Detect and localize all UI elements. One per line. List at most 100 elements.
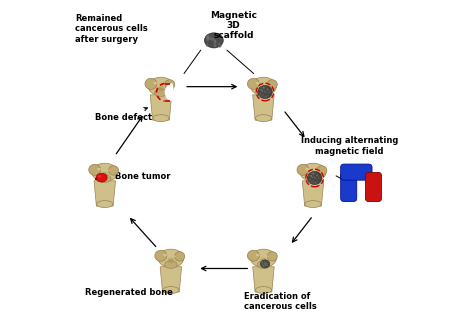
Circle shape: [263, 93, 264, 95]
Ellipse shape: [101, 172, 108, 177]
Polygon shape: [160, 267, 182, 292]
Ellipse shape: [98, 175, 101, 178]
Circle shape: [266, 88, 268, 90]
Circle shape: [207, 37, 210, 40]
Circle shape: [259, 87, 261, 89]
Ellipse shape: [204, 33, 223, 48]
Ellipse shape: [260, 258, 266, 263]
Circle shape: [265, 92, 267, 93]
Circle shape: [216, 41, 218, 43]
Circle shape: [208, 43, 210, 45]
Circle shape: [216, 40, 218, 41]
Ellipse shape: [89, 164, 100, 175]
Circle shape: [206, 39, 208, 41]
Circle shape: [261, 89, 263, 91]
Circle shape: [214, 40, 217, 42]
Ellipse shape: [316, 170, 318, 171]
Circle shape: [264, 264, 266, 266]
Ellipse shape: [251, 249, 276, 267]
Ellipse shape: [109, 166, 118, 175]
FancyBboxPatch shape: [365, 172, 382, 202]
Ellipse shape: [267, 252, 277, 261]
Circle shape: [312, 173, 314, 175]
Ellipse shape: [107, 170, 110, 171]
Circle shape: [308, 182, 310, 184]
Circle shape: [206, 39, 208, 42]
Circle shape: [311, 182, 313, 184]
Circle shape: [260, 93, 261, 94]
Circle shape: [262, 264, 263, 265]
Circle shape: [261, 261, 263, 263]
Polygon shape: [94, 181, 116, 206]
Circle shape: [312, 179, 314, 181]
Circle shape: [261, 94, 262, 96]
Circle shape: [214, 41, 216, 44]
Circle shape: [267, 95, 269, 96]
Circle shape: [214, 44, 217, 47]
Ellipse shape: [163, 287, 179, 293]
Circle shape: [213, 35, 216, 38]
Circle shape: [317, 180, 318, 182]
Circle shape: [262, 93, 264, 95]
Polygon shape: [253, 267, 274, 292]
Ellipse shape: [155, 250, 167, 261]
Circle shape: [317, 178, 318, 179]
Circle shape: [208, 39, 210, 40]
Ellipse shape: [145, 78, 157, 89]
Text: Bone tumor: Bone tumor: [95, 172, 170, 181]
Circle shape: [206, 43, 208, 45]
Circle shape: [265, 96, 267, 98]
FancyBboxPatch shape: [341, 164, 372, 180]
Ellipse shape: [297, 164, 309, 175]
Text: Magnetic
3D
scaffold: Magnetic 3D scaffold: [210, 11, 257, 41]
Ellipse shape: [266, 84, 268, 85]
Circle shape: [309, 175, 311, 177]
Ellipse shape: [257, 261, 270, 269]
Ellipse shape: [317, 166, 327, 175]
Circle shape: [263, 87, 265, 89]
Circle shape: [259, 89, 261, 91]
Circle shape: [262, 262, 263, 263]
Ellipse shape: [148, 77, 174, 96]
Text: Remained
cancerous cells
after surgery: Remained cancerous cells after surgery: [75, 14, 148, 44]
Ellipse shape: [99, 175, 111, 183]
Circle shape: [309, 181, 310, 183]
Ellipse shape: [247, 250, 259, 261]
Circle shape: [310, 180, 312, 182]
Circle shape: [315, 178, 316, 179]
Ellipse shape: [96, 173, 107, 182]
Circle shape: [264, 260, 265, 262]
Circle shape: [211, 38, 214, 41]
Circle shape: [268, 92, 270, 93]
Circle shape: [215, 34, 218, 37]
Ellipse shape: [168, 258, 174, 263]
Circle shape: [263, 86, 264, 89]
Circle shape: [313, 176, 315, 178]
Circle shape: [313, 182, 315, 184]
Wedge shape: [165, 83, 174, 102]
Circle shape: [206, 38, 208, 40]
Circle shape: [311, 175, 313, 177]
Ellipse shape: [256, 254, 260, 256]
Circle shape: [206, 35, 210, 39]
Circle shape: [310, 175, 312, 177]
Circle shape: [206, 43, 209, 46]
Circle shape: [267, 92, 269, 93]
Circle shape: [262, 95, 263, 96]
Circle shape: [218, 44, 221, 47]
Circle shape: [260, 93, 262, 95]
Ellipse shape: [158, 86, 164, 91]
Circle shape: [263, 266, 265, 268]
Ellipse shape: [257, 89, 270, 97]
Ellipse shape: [155, 89, 167, 97]
Ellipse shape: [153, 115, 169, 122]
Ellipse shape: [165, 80, 175, 89]
Circle shape: [262, 265, 264, 266]
Circle shape: [312, 172, 314, 174]
Ellipse shape: [260, 260, 270, 268]
Circle shape: [316, 174, 318, 176]
Circle shape: [261, 89, 263, 91]
Circle shape: [311, 179, 313, 181]
Text: Inducing alternating
magnetic field: Inducing alternating magnetic field: [301, 136, 398, 156]
Ellipse shape: [97, 201, 113, 208]
